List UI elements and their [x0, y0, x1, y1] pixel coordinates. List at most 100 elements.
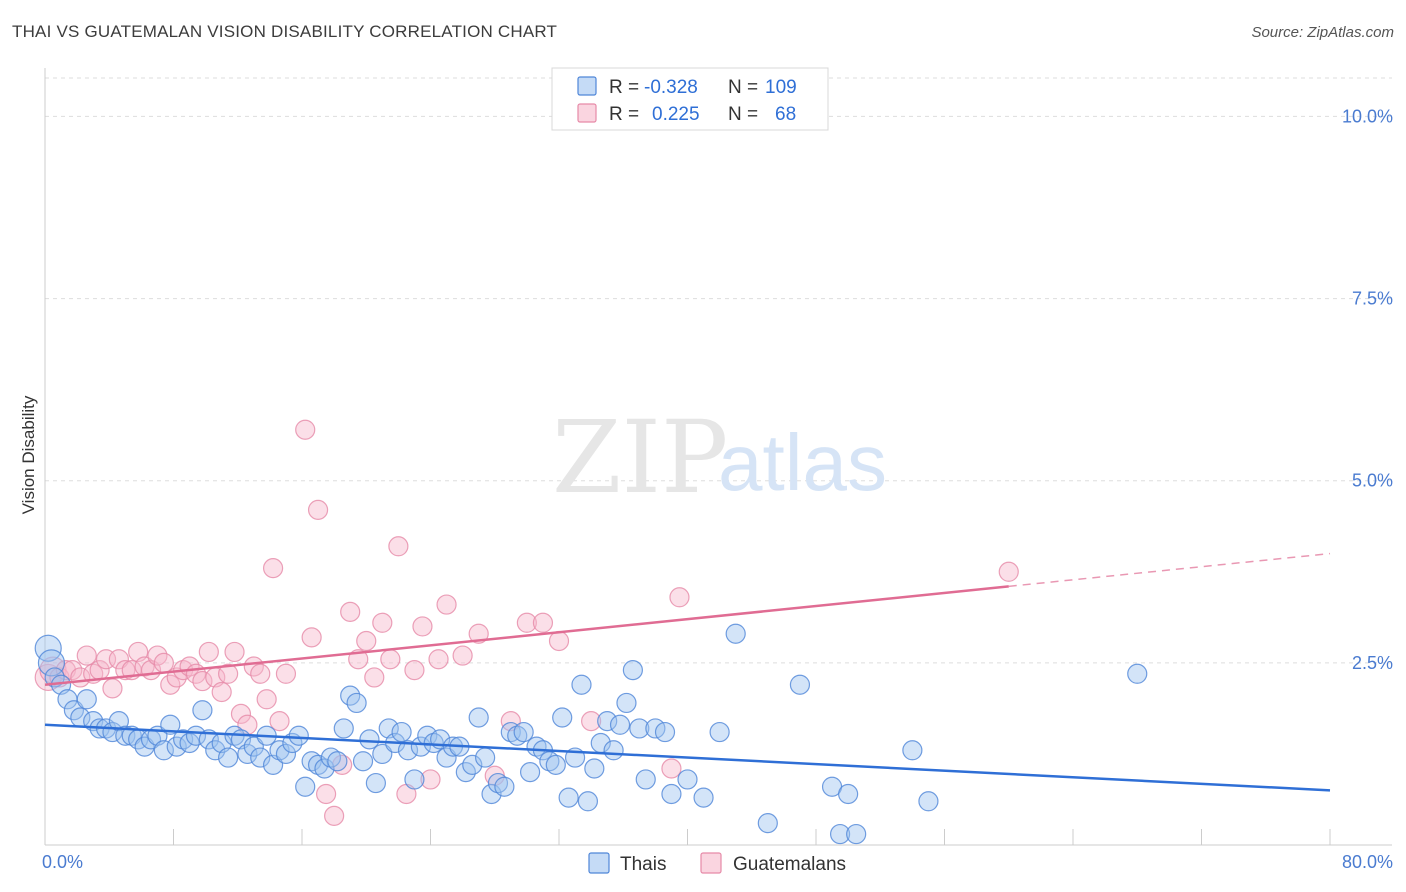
thai-point: [365, 772, 386, 794]
thai-point: [918, 791, 939, 812]
thai-point: [301, 751, 322, 772]
guatemalan-point: [307, 499, 329, 520]
thai-point: [616, 692, 637, 714]
guatemalan-point: [669, 587, 690, 608]
legend-r-value: 0.225: [652, 104, 700, 125]
bottom-legend-swatch-guatemalans: [700, 852, 722, 874]
watermark: ZIP atlas: [552, 399, 887, 516]
thai-point: [481, 783, 502, 805]
thai-point: [160, 714, 181, 735]
guatemalan-point: [324, 805, 345, 826]
tick-labels: 2.5% 5.0% 7.5% 10.0% 0.0% 80.0%: [42, 106, 1393, 872]
thai-point: [519, 762, 541, 783]
thai-point: [526, 736, 547, 757]
thai-point: [584, 758, 605, 779]
thai-point: [558, 787, 579, 808]
bottom-legend: Thais Guatemalans: [588, 852, 846, 875]
guatemalan-point: [364, 667, 385, 688]
guatemalan-point: [102, 678, 123, 699]
thai-point: [250, 747, 271, 768]
y-tick-label: 10.0%: [1342, 106, 1393, 126]
guatemalan-trend-extension: [1008, 552, 1331, 588]
guatemalan-point: [108, 649, 129, 670]
thai-point: [372, 743, 393, 765]
thai-point: [269, 740, 290, 761]
thai-point: [654, 721, 676, 743]
guatemalan-point: [301, 627, 322, 648]
thai-point: [597, 711, 618, 732]
guatemalan-point: [468, 623, 489, 644]
thai-point: [603, 740, 624, 761]
guatemalan-point: [356, 630, 377, 652]
thai-point: [635, 769, 656, 790]
thai-point: [243, 736, 264, 757]
guatemalan-point: [581, 711, 602, 732]
guatemalan-point: [380, 649, 401, 670]
thai-point: [725, 623, 746, 644]
thai-point: [789, 674, 811, 695]
thai-point: [275, 743, 297, 765]
guatemalan-point: [340, 601, 361, 622]
guatemalan-point: [275, 663, 297, 684]
thai-point: [693, 787, 714, 808]
guatemalan-point: [198, 641, 219, 663]
thai-point: [609, 714, 631, 735]
guatemalan-point: [372, 612, 393, 633]
y-tick-label: 5.0%: [1352, 471, 1393, 491]
x-tick-label: 80.0%: [1342, 852, 1393, 872]
thai-point: [475, 747, 496, 768]
thai-point: [436, 747, 457, 768]
thai-point: [507, 725, 528, 746]
thai-point: [1127, 663, 1148, 684]
thai-point: [359, 729, 380, 750]
thai-point: [487, 772, 509, 794]
trend-lines: [44, 552, 1331, 792]
thai-point: [838, 783, 859, 805]
watermark-atlas: atlas: [718, 418, 887, 507]
thai-point: [494, 776, 515, 797]
guatemalan-point: [211, 681, 232, 703]
thai-point: [709, 721, 730, 743]
thai-point: [185, 725, 207, 746]
guatemalan-point: [192, 670, 213, 692]
guatemalan-point: [998, 561, 1019, 582]
thai-point: [121, 725, 142, 746]
thai-point: [829, 823, 851, 845]
thai-point: [307, 754, 329, 775]
y-tick-label: 7.5%: [1352, 289, 1393, 309]
thai-point: [288, 725, 309, 746]
thai-point: [115, 725, 136, 746]
thai-point: [677, 769, 698, 790]
x-tick-label: 0.0%: [42, 852, 83, 872]
legend-n-label: N =: [728, 104, 758, 125]
thai-point: [846, 823, 867, 845]
thai-point: [391, 721, 412, 743]
thai-point: [513, 721, 534, 743]
thai-point: [902, 740, 923, 761]
chart-title: THAI VS GUATEMALAN VISION DISABILITY COR…: [12, 22, 558, 41]
guatemalan-point: [452, 645, 473, 666]
guatemalan-point: [436, 594, 457, 615]
thai-point: [314, 758, 335, 779]
axes: [44, 68, 1392, 846]
guatemalan-trend-line: [44, 585, 1009, 686]
thai-point: [410, 736, 431, 757]
thai-point: [622, 660, 643, 681]
guatemalans-points: [34, 419, 1019, 826]
guatemalan-point: [256, 689, 277, 710]
thai-point: [397, 740, 419, 761]
thai-point: [468, 707, 489, 728]
thai-point: [571, 674, 592, 695]
grid: [45, 77, 1392, 664]
guatemalan-point: [420, 769, 441, 790]
thai-point: [76, 689, 97, 710]
thai-point: [327, 751, 348, 772]
thai-point: [352, 751, 374, 772]
thai-point: [629, 718, 650, 739]
guatemalan-point: [661, 758, 682, 779]
guatemalan-point: [548, 630, 570, 652]
bottom-legend-guatemalans: Guatemalans: [733, 854, 846, 875]
guatemalan-point: [532, 612, 554, 633]
thai-point: [346, 692, 367, 714]
guatemalan-point: [262, 558, 284, 579]
